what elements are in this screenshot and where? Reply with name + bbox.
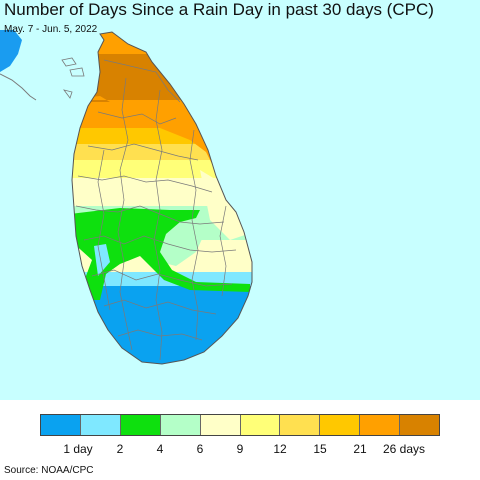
legend-swatch-1 — [41, 415, 81, 435]
legend: 1 day 2 4 6 9 12 15 21 26 days — [0, 400, 480, 480]
legend-swatch-4 — [160, 415, 201, 435]
ocean — [0, 0, 480, 400]
legend-label-3: 4 — [156, 442, 164, 456]
source-credit: Source: NOAA/CPC — [4, 465, 94, 476]
map-area — [0, 0, 480, 400]
map-svg — [0, 0, 480, 400]
sri-lanka-coastline — [71, 31, 253, 365]
map-subtitle: May. 7 - Jun. 5, 2022 — [4, 24, 98, 35]
legend-label-6: 12 — [273, 442, 287, 456]
legend-swatch-5 — [200, 415, 241, 435]
legend-swatch-8 — [320, 415, 361, 435]
legend-swatch-2 — [80, 415, 121, 435]
legend-swatch-9 — [360, 415, 401, 435]
legend-label-4: 6 — [196, 442, 204, 456]
legend-label-2: 2 — [116, 442, 124, 456]
legend-label-7: 15 — [313, 442, 327, 456]
legend-label-9: 26 days — [382, 442, 426, 456]
jaffna-islands — [61, 57, 85, 99]
legend-swatch-10 — [400, 415, 440, 435]
india-coast-edge — [0, 73, 37, 101]
district-boundaries — [75, 59, 237, 361]
legend-swatch-6 — [240, 415, 281, 435]
map-title: Number of Days Since a Rain Day in past … — [4, 0, 434, 19]
legend-swatch-3 — [120, 415, 161, 435]
legend-swatch-7 — [280, 415, 321, 435]
india-coast — [0, 30, 22, 72]
legend-label-1: 1 day — [63, 442, 93, 456]
legend-label-8: 21 — [353, 442, 367, 456]
legend-label-5: 9 — [236, 442, 244, 456]
legend-color-bar — [40, 414, 440, 436]
